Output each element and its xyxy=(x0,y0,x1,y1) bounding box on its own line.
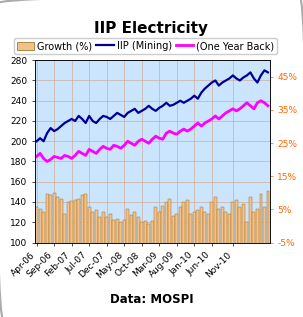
Bar xyxy=(130,215,133,317)
Bar xyxy=(207,214,210,317)
Bar xyxy=(84,194,87,317)
Bar xyxy=(154,207,157,317)
Bar xyxy=(35,207,38,317)
Bar xyxy=(249,197,252,317)
Bar xyxy=(263,207,266,317)
Bar xyxy=(161,206,164,317)
Bar xyxy=(186,200,189,317)
Bar xyxy=(252,212,255,317)
Bar xyxy=(193,212,196,317)
Legend: Growth (%), IIP (Mining), (One Year Back): Growth (%), IIP (Mining), (One Year Back… xyxy=(14,38,277,54)
Bar xyxy=(211,202,213,317)
Bar xyxy=(81,195,84,317)
Bar xyxy=(123,220,126,317)
Bar xyxy=(95,210,98,317)
Bar xyxy=(231,202,234,317)
Bar xyxy=(267,191,269,317)
Bar xyxy=(168,199,171,317)
Bar xyxy=(218,209,220,317)
Bar xyxy=(144,221,147,317)
Bar xyxy=(39,209,42,317)
Bar xyxy=(88,207,91,317)
Bar xyxy=(245,222,248,317)
Bar xyxy=(74,200,77,317)
Bar xyxy=(203,212,206,317)
Bar xyxy=(137,217,140,317)
Bar xyxy=(151,221,154,317)
Bar xyxy=(256,209,259,317)
Bar xyxy=(105,217,108,317)
Bar xyxy=(147,224,150,317)
Bar xyxy=(53,193,55,317)
Bar xyxy=(91,212,94,317)
Bar xyxy=(225,212,227,317)
Bar xyxy=(235,200,238,317)
Bar xyxy=(242,204,245,317)
Bar xyxy=(63,214,66,317)
Bar xyxy=(109,214,112,317)
Text: IIP Electricity: IIP Electricity xyxy=(95,21,208,36)
Bar xyxy=(49,195,52,317)
Bar xyxy=(77,199,80,317)
Bar xyxy=(42,212,45,317)
Bar xyxy=(200,207,203,317)
Bar xyxy=(221,207,224,317)
Bar xyxy=(259,194,262,317)
Bar xyxy=(98,217,101,317)
Bar xyxy=(67,202,70,317)
Bar xyxy=(126,209,129,317)
Bar xyxy=(56,197,59,317)
Text: Data: MOSPI: Data: MOSPI xyxy=(110,293,193,306)
Bar xyxy=(102,212,105,317)
Bar xyxy=(182,202,185,317)
Bar xyxy=(116,219,118,317)
Bar xyxy=(70,201,73,317)
Bar xyxy=(172,216,175,317)
Bar xyxy=(189,214,192,317)
Bar xyxy=(214,197,217,317)
Bar xyxy=(175,214,178,317)
Bar xyxy=(140,222,143,317)
Bar xyxy=(179,207,182,317)
Bar xyxy=(238,207,241,317)
Bar xyxy=(112,220,115,317)
Bar xyxy=(60,199,62,317)
Bar xyxy=(133,212,136,317)
Bar xyxy=(165,202,168,317)
Bar xyxy=(158,212,161,317)
Bar xyxy=(119,222,122,317)
Bar xyxy=(46,194,48,317)
Bar xyxy=(196,210,199,317)
Bar xyxy=(228,214,231,317)
